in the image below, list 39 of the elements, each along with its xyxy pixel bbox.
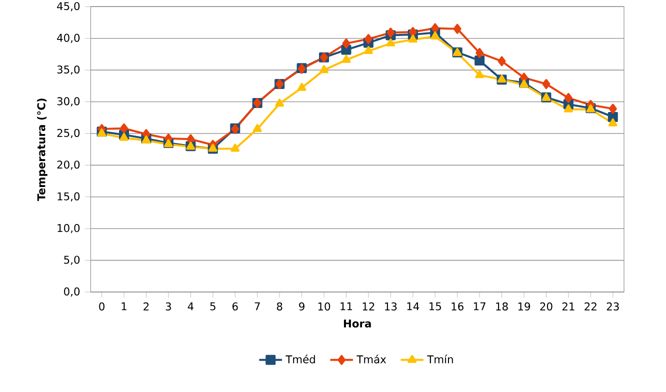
y-tick-label: 20,0 [57,160,80,170]
x-tick-label: 18 [496,302,508,310]
legend-label: Tmín [427,354,453,364]
x-tick-label: 3 [166,302,171,310]
x-tick-label: 11 [340,302,352,310]
x-tick-label: 13 [385,302,397,310]
x-tick-label: 19 [518,302,530,310]
y-axis-title: Temperatura (°C) [37,98,48,201]
x-tick-label: 7 [254,302,260,310]
legend-label: Tméd [286,354,315,364]
x-tick-label: 8 [276,302,282,310]
y-tick-label: 25,0 [57,128,80,138]
x-tick-label: 5 [210,302,216,310]
y-tick-label: 40,0 [57,34,80,43]
x-tick-label: 16 [452,302,464,310]
y-tick-label: 15,0 [58,192,80,202]
x-tick-label: 6 [232,302,238,310]
x-axis-title: Hora [344,320,371,328]
x-tick-label: 17 [474,302,486,310]
y-tick-label: 5,0 [64,256,80,265]
x-tick-label: 1 [122,302,126,310]
y-tick-label: 10,0 [58,224,80,234]
x-tick-label: 2 [144,302,149,310]
x-tick-label: 15 [430,302,441,310]
x-tick-label: 14 [407,302,420,310]
x-tick-label: 23 [606,302,619,310]
x-tick-label: 9 [299,302,304,310]
x-tick-label: 10 [318,302,330,310]
x-tick-label: 12 [362,302,374,310]
y-tick-label: 45,0 [57,2,80,12]
x-tick-label: 22 [584,302,596,310]
x-tick-label: 21 [562,302,574,310]
legend-label: Tmáx [356,354,386,364]
y-tick-label: 30,0 [57,97,80,106]
x-tick-label: 20 [540,302,552,310]
y-tick-label: 0,0 [64,287,80,297]
x-tick-label: 0 [99,302,104,310]
y-tick-label: 35,0 [57,65,80,75]
x-tick-label: 4 [188,302,194,310]
